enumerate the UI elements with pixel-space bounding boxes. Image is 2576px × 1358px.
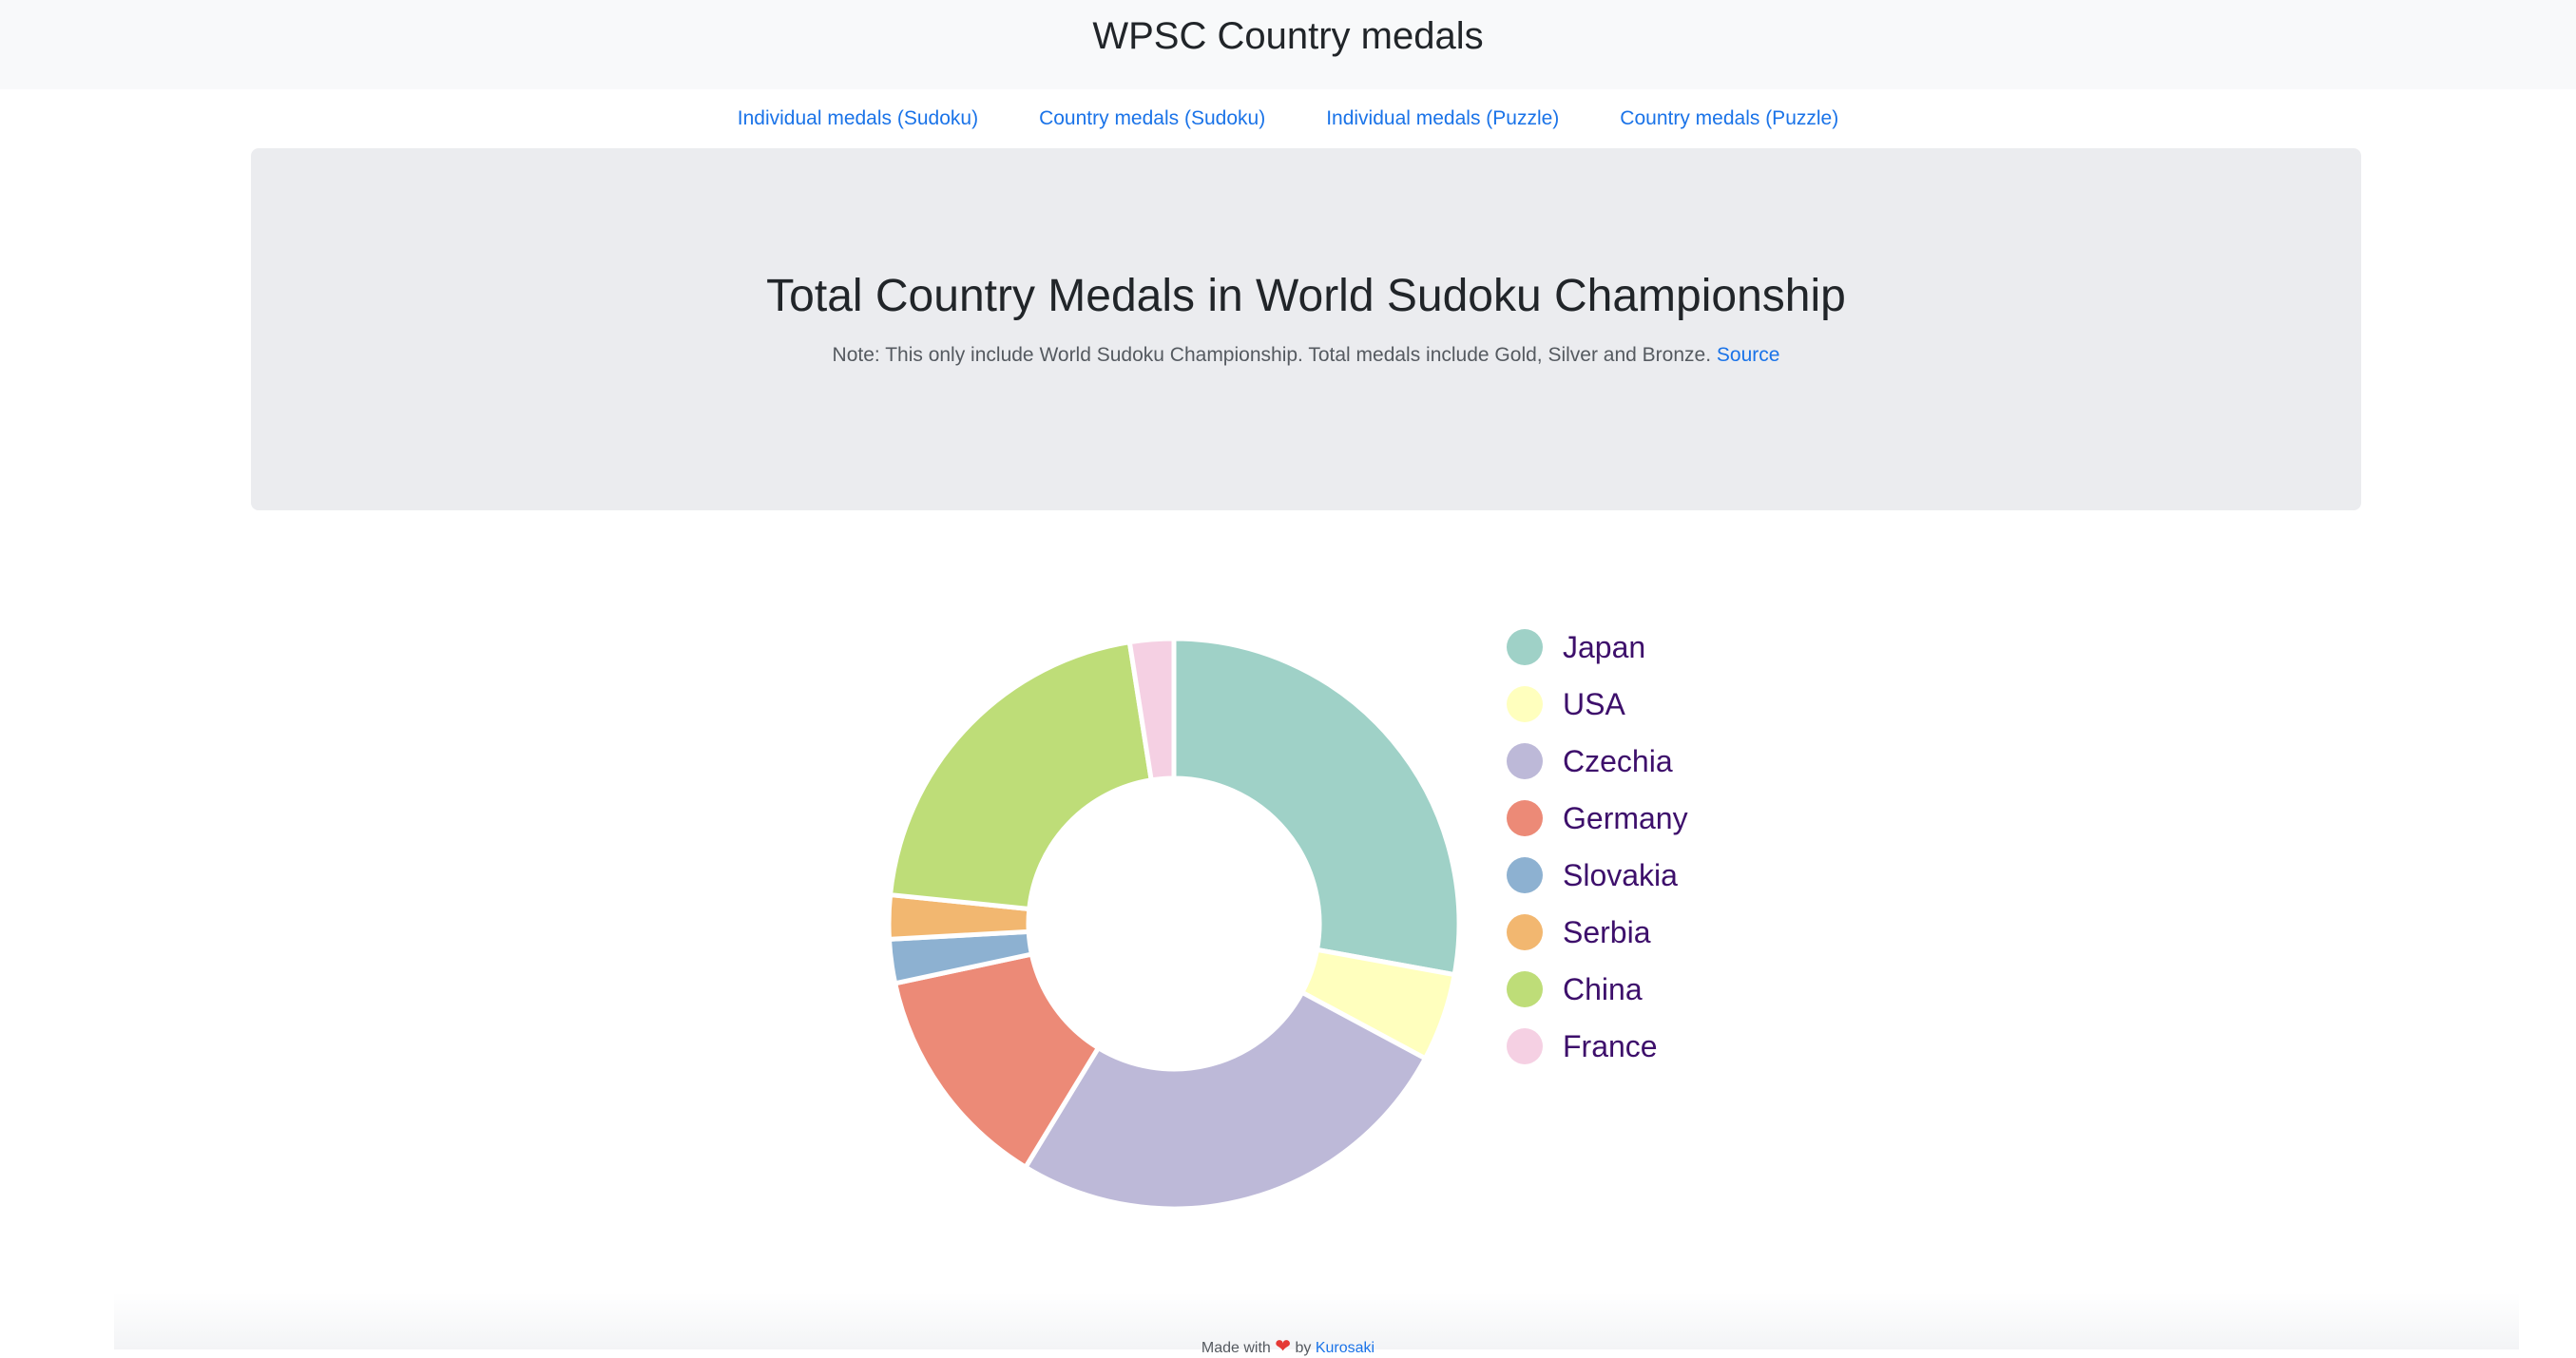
doughnut-chart: Japan USA Czechia Germany Slovakia Serbia Chin… xyxy=(887,629,1688,1212)
legend-label: USA xyxy=(1563,687,1625,721)
legend-item-france[interactable]: France xyxy=(1507,1028,1658,1064)
legend-swatch xyxy=(1507,1028,1543,1064)
legend-item-czechia[interactable]: Czechia xyxy=(1507,743,1673,779)
slice-china[interactable] xyxy=(887,639,1155,912)
top-bar: WPSC Country medals xyxy=(0,0,2576,89)
site-title: WPSC Country medals xyxy=(1092,14,1484,57)
legend-label: France xyxy=(1563,1029,1658,1063)
legend-swatch xyxy=(1507,971,1543,1007)
heart-icon: ❤ xyxy=(1275,1336,1292,1357)
jumbotron: Total Country Medals in World Sudoku Cha… xyxy=(251,148,2361,510)
legend-swatch xyxy=(1507,686,1543,722)
legend-label: Slovakia xyxy=(1563,858,1678,892)
legend-swatch xyxy=(1507,743,1543,779)
nav-individual-sudoku[interactable]: Individual medals (Sudoku) xyxy=(737,107,979,129)
slice-france[interactable] xyxy=(1126,636,1177,783)
legend-swatch xyxy=(1507,857,1543,893)
footer-area xyxy=(114,1292,2519,1349)
legend-label: Czechia xyxy=(1563,744,1673,778)
nav-bar: Individual medals (Sudoku) Country medal… xyxy=(0,103,2576,135)
author-link[interactable]: Kurosaki xyxy=(1315,1340,1375,1356)
footer-by: by xyxy=(1295,1340,1312,1356)
legend-swatch xyxy=(1507,629,1543,665)
note-body: Note: This only include World Sudoku Cha… xyxy=(832,344,1712,366)
legend-item-japan[interactable]: Japan xyxy=(1507,629,1645,665)
legend-item-slovakia[interactable]: Slovakia xyxy=(1507,857,1678,893)
legend-item-usa[interactable]: USA xyxy=(1507,686,1625,722)
legend-label: Germany xyxy=(1563,801,1688,835)
footer: Made with ❤ by Kurosaki xyxy=(0,1334,2576,1358)
slice-japan[interactable] xyxy=(1171,636,1462,978)
legend-label: China xyxy=(1563,972,1643,1006)
nav-country-sudoku[interactable]: Country medals (Sudoku) xyxy=(1039,107,1266,129)
source-link[interactable]: Source xyxy=(1716,344,1780,366)
legend-item-serbia[interactable]: Serbia xyxy=(1507,914,1651,950)
legend-swatch xyxy=(1507,914,1543,950)
footer-prefix: Made with xyxy=(1201,1340,1271,1356)
legend-label: Serbia xyxy=(1563,915,1651,949)
page-title: Total Country Medals in World Sudoku Cha… xyxy=(766,271,1846,321)
nav-individual-puzzle[interactable]: Individual medals (Puzzle) xyxy=(1326,107,1560,129)
legend-item-china[interactable]: China xyxy=(1507,971,1643,1007)
legend-item-germany[interactable]: Germany xyxy=(1507,800,1688,836)
legend-swatch xyxy=(1507,800,1543,836)
nav-country-puzzle[interactable]: Country medals (Puzzle) xyxy=(1620,107,1839,129)
legend-label: Japan xyxy=(1563,630,1645,664)
slice-czechia[interactable] xyxy=(1022,988,1429,1212)
note-text: Note: This only include World Sudoku Cha… xyxy=(251,344,2361,367)
